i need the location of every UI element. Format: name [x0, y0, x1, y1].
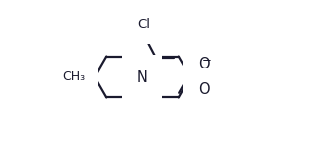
Text: O: O	[198, 83, 209, 97]
Text: N: N	[198, 69, 209, 85]
Text: N: N	[136, 69, 147, 85]
Text: Cl: Cl	[137, 18, 150, 31]
Text: +: +	[202, 69, 211, 79]
Text: O: O	[198, 57, 209, 71]
Text: CH₃: CH₃	[62, 71, 86, 83]
Text: −: −	[202, 54, 212, 67]
